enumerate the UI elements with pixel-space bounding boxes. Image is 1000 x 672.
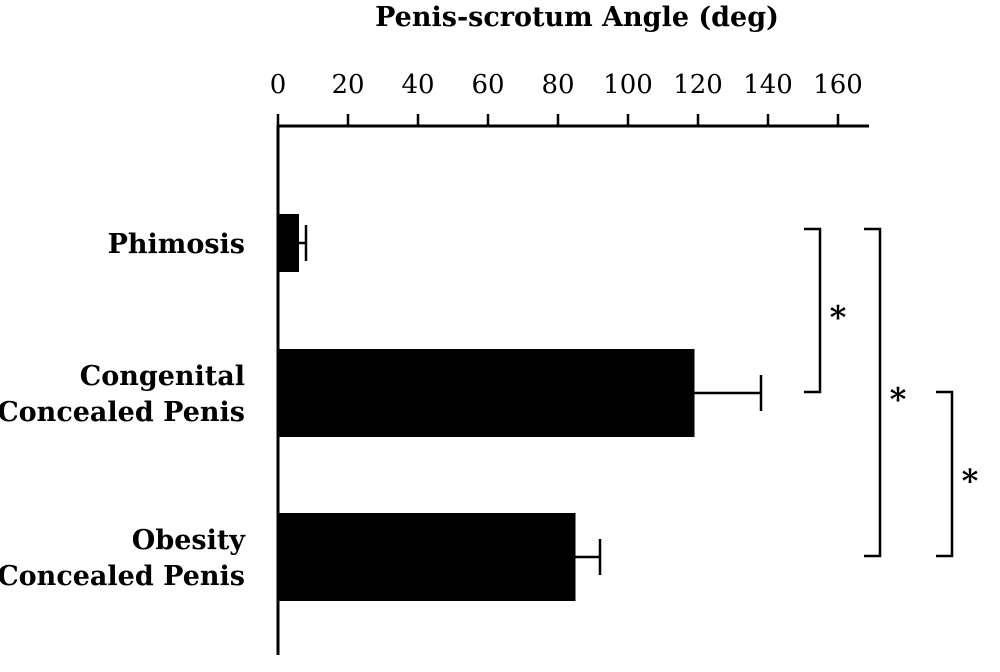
x-tick-label: 40 <box>401 70 434 100</box>
category-label: Concealed Penis <box>0 561 245 592</box>
significance-brackets: * * * <box>804 227 979 558</box>
x-axis: 0 20 40 60 80 100 120 140 160 <box>270 70 869 655</box>
category-label: Congenital <box>80 361 245 392</box>
category-label: Phimosis <box>108 229 245 260</box>
x-tick-label: 100 <box>603 70 653 100</box>
significance-star: * <box>890 381 907 419</box>
x-tick-label: 20 <box>331 70 364 100</box>
x-tick-label: 80 <box>541 70 574 100</box>
significance-bracket <box>936 390 954 558</box>
category-labels: Phimosis Congenital Concealed Penis Obesity… <box>0 229 246 592</box>
x-tick-label: 60 <box>471 70 504 100</box>
category-label: Concealed Penis <box>0 397 245 428</box>
x-tick-label: 160 <box>813 70 863 100</box>
significance-star: * <box>962 462 979 500</box>
significance-bracket <box>864 227 882 558</box>
bar <box>278 513 576 601</box>
bar <box>278 349 695 437</box>
x-tick-label: 0 <box>270 70 287 100</box>
x-tick-label: 140 <box>743 70 793 100</box>
x-tick-label: 120 <box>673 70 723 100</box>
significance-star: * <box>830 299 847 337</box>
bars <box>278 214 763 601</box>
chart-title: Penis-scrotum Angle (deg) <box>375 2 779 33</box>
category-label: Obesity <box>132 525 247 556</box>
significance-bracket <box>804 227 822 394</box>
bar <box>278 214 299 272</box>
